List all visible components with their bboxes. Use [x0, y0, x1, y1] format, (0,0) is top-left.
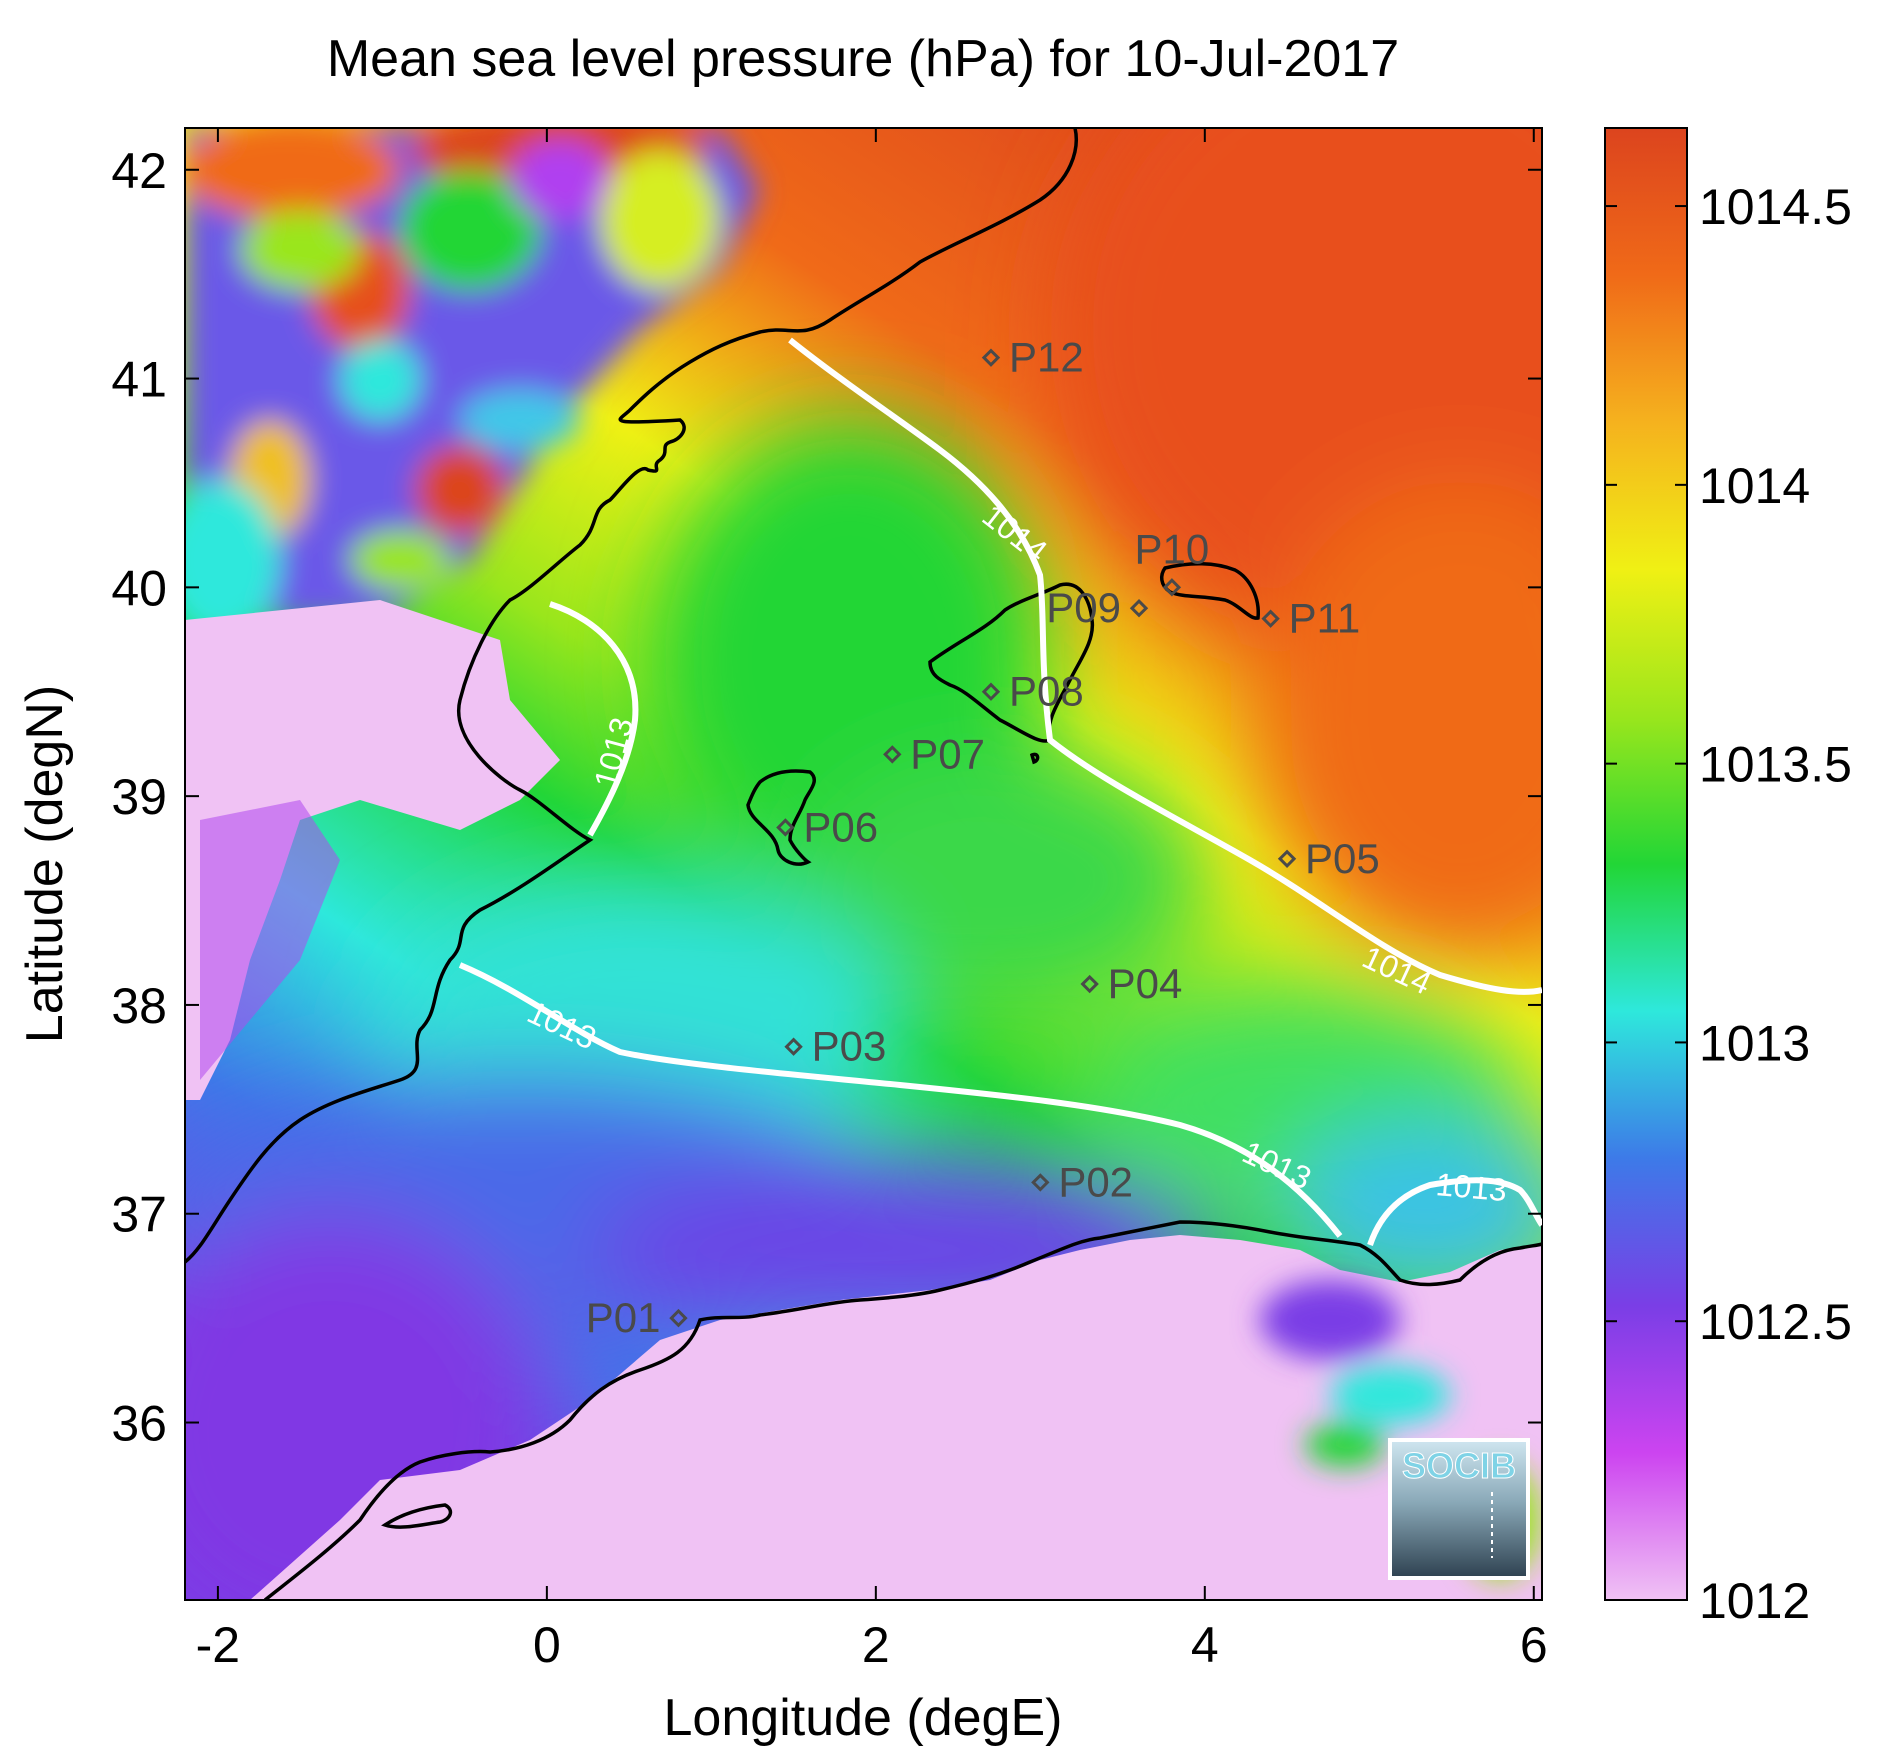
- x-tick-label: 2: [862, 1617, 890, 1673]
- station-p03: P03: [784, 1023, 887, 1070]
- station-marker: [981, 348, 1001, 367]
- pressure-field: [185, 128, 1542, 1600]
- station-p04: P04: [1080, 960, 1183, 1007]
- station-label: P05: [1305, 835, 1380, 882]
- y-axis: 36 37 38 39 40 41 42: [111, 143, 1542, 1452]
- y-tick-label: 41: [111, 352, 167, 408]
- isobar-contours: [458, 337, 1542, 1246]
- iberian-coastline: [185, 128, 1078, 1264]
- y-tick-label: 37: [111, 1187, 167, 1243]
- y-tick-label: 40: [111, 560, 167, 616]
- colorbar-tick-label: 1012.5: [1699, 1294, 1852, 1350]
- colorbar-tick-label: 1014.5: [1699, 179, 1852, 235]
- station-marker: [883, 745, 902, 764]
- station-label: P02: [1058, 1158, 1133, 1205]
- x-tick-label: -2: [196, 1617, 240, 1673]
- station-marker: [1129, 599, 1149, 618]
- isobar-1014-north: [788, 337, 1542, 995]
- station-label: P10: [1135, 525, 1210, 572]
- station-label: P04: [1108, 960, 1183, 1007]
- station-marker: [784, 1037, 803, 1056]
- station-p02: P02: [1031, 1158, 1133, 1205]
- x-tick-label: 4: [1191, 1617, 1219, 1673]
- mallorca-coastline: [928, 582, 1095, 743]
- isobar-1013-east: [1367, 1177, 1542, 1246]
- plot-frame: [184, 127, 1543, 1601]
- alboran-island-coastline: [381, 1503, 453, 1529]
- socib-logo-text: SOCIB: [1402, 1445, 1516, 1486]
- station-label: P12: [1009, 334, 1084, 381]
- x-axis: -2 0 2 4 6: [196, 128, 1548, 1673]
- station-marker: [669, 1308, 688, 1328]
- contour-label-1013-d: 1013: [1434, 1166, 1508, 1208]
- y-tick-label: 42: [111, 143, 167, 199]
- station-label: P08: [1009, 668, 1084, 715]
- station-marker: [1261, 609, 1280, 628]
- y-tick-label: 39: [111, 769, 167, 825]
- station-p11: P11: [1261, 595, 1361, 642]
- cabrera-coastline: [1029, 752, 1040, 765]
- station-marker: [981, 682, 1001, 701]
- y-tick-label: 36: [111, 1396, 167, 1452]
- station-p12: P12: [981, 334, 1084, 381]
- chart-title: Mean sea level pressure (hPa) for 10-Jul…: [327, 30, 1399, 88]
- x-axis-label: Longitude (degE): [664, 1689, 1063, 1747]
- station-markers: P01 P02 P03 P04 P05 P06 P07 P08 P09 P10 P11 P12: [586, 334, 1380, 1341]
- y-axis-label: Latitude (degN): [16, 685, 74, 1043]
- station-p05: P05: [1277, 835, 1380, 882]
- ibiza-coastline: [746, 769, 816, 866]
- x-tick-label: 0: [533, 1617, 561, 1673]
- colorbar-tick-label: 1012: [1699, 1573, 1810, 1629]
- isobar-1013-west: [549, 601, 639, 837]
- isobar-1013-south: [458, 962, 1343, 1238]
- north-africa-coastline: [263, 1220, 1542, 1600]
- coastlines: [185, 128, 1542, 1600]
- colorbar: [1604, 127, 1688, 1601]
- station-label: P03: [812, 1023, 887, 1070]
- socib-logo: SOCIB: [1388, 1438, 1530, 1580]
- station-label: P01: [586, 1294, 661, 1341]
- station-label: P07: [910, 730, 985, 777]
- station-marker: [1080, 974, 1099, 994]
- station-marker: [1277, 849, 1297, 868]
- colorbar-tick-label: 1014: [1699, 458, 1810, 514]
- y-tick-label: 38: [111, 978, 167, 1034]
- station-marker: [1031, 1173, 1050, 1192]
- station-p09: P09: [1046, 584, 1149, 631]
- station-p07: P07: [883, 730, 985, 777]
- station-marker: [776, 818, 795, 837]
- station-p10: P10: [1135, 525, 1210, 597]
- colorbar-ticks: 1012 1012.5 1013 1013.5 1014 1014.5: [1605, 179, 1852, 1629]
- x-tick-label: 6: [1520, 1617, 1548, 1673]
- colorbar-tick-label: 1013: [1699, 1015, 1810, 1071]
- station-label: P09: [1046, 584, 1121, 631]
- colorbar-tick-label: 1013.5: [1699, 737, 1852, 793]
- station-p08: P08: [981, 668, 1084, 715]
- station-p01: P01: [586, 1294, 688, 1341]
- station-label: P11: [1289, 595, 1361, 642]
- station-p06: P06: [776, 803, 878, 850]
- station-marker: [1162, 578, 1182, 597]
- station-label: P06: [803, 803, 878, 850]
